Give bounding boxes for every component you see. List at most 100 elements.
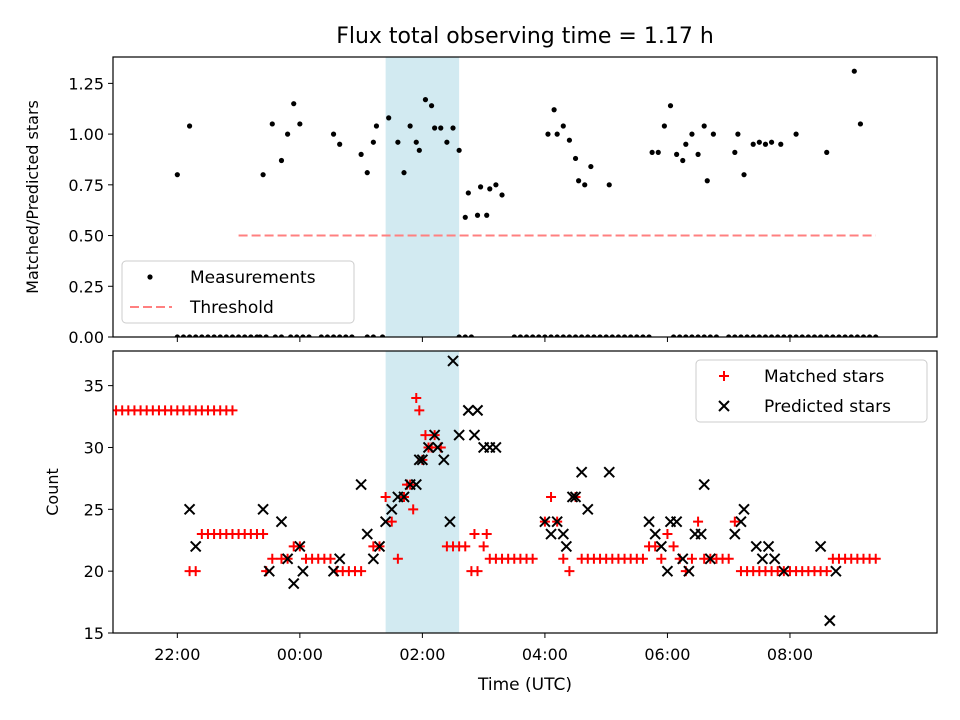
data-point xyxy=(364,334,370,337)
legend-label: Predicted stars xyxy=(764,397,891,417)
data-point xyxy=(413,139,419,145)
data-point xyxy=(848,334,854,337)
data-point xyxy=(830,334,836,337)
data-point xyxy=(689,131,695,137)
data-point xyxy=(867,334,873,337)
data-point xyxy=(367,553,380,565)
data-point xyxy=(511,334,517,337)
data-point xyxy=(205,334,211,337)
data-point xyxy=(572,155,579,162)
legend-label: Threshold xyxy=(189,298,274,318)
data-point xyxy=(297,565,309,577)
data-point xyxy=(723,553,734,564)
data-point xyxy=(566,137,573,143)
data-point xyxy=(683,565,695,577)
data-point xyxy=(260,172,266,178)
data-point xyxy=(564,566,575,577)
data-point xyxy=(349,334,355,337)
data-point xyxy=(579,334,585,337)
y-tick-label: 20 xyxy=(84,562,104,581)
data-point xyxy=(193,334,199,337)
y-tick-label: 30 xyxy=(84,438,104,457)
data-point xyxy=(330,334,337,337)
data-point xyxy=(465,190,471,196)
data-point xyxy=(778,141,784,147)
data-point xyxy=(670,515,683,528)
data-point xyxy=(560,123,566,129)
data-point xyxy=(787,334,793,337)
data-point xyxy=(330,131,337,137)
ratio-panel: 0.00 0.25 0.50 0.75 1.00 1.25 Matched/Predicte… xyxy=(23,56,938,347)
data-point xyxy=(695,151,701,157)
data-point xyxy=(471,404,484,417)
data-point xyxy=(413,454,426,466)
plot-frame xyxy=(112,350,938,634)
legend-label: Matched stars xyxy=(764,367,884,387)
data-point xyxy=(661,565,674,577)
data-point xyxy=(732,149,738,155)
data-point xyxy=(689,334,695,337)
data-point xyxy=(420,430,431,441)
data-point xyxy=(523,334,530,337)
data-point xyxy=(174,172,180,178)
data-point xyxy=(873,334,879,337)
data-point xyxy=(805,334,811,337)
y-tick-label: 25 xyxy=(84,500,104,519)
data-point xyxy=(211,334,217,337)
data-point xyxy=(628,334,634,337)
data-point xyxy=(655,540,668,553)
data-point xyxy=(453,429,465,441)
data-point xyxy=(793,131,799,137)
data-point xyxy=(356,566,367,577)
data-point xyxy=(811,334,818,337)
data-point xyxy=(373,540,386,553)
data-point xyxy=(269,121,275,127)
legend-label: Measurements xyxy=(190,268,316,288)
data-point xyxy=(493,182,499,188)
data-point xyxy=(686,553,697,564)
x-tick-label: 22:00 xyxy=(154,645,200,664)
data-point xyxy=(428,429,441,441)
data-point xyxy=(606,182,612,188)
plot-area xyxy=(113,355,881,627)
data-point xyxy=(667,103,674,109)
data-point xyxy=(768,139,775,145)
data-point xyxy=(186,334,193,337)
data-point xyxy=(242,334,248,337)
data-point xyxy=(545,131,551,137)
data-point xyxy=(857,121,864,127)
data-point xyxy=(447,355,459,367)
data-point xyxy=(735,515,747,528)
data-point xyxy=(701,123,707,129)
data-point xyxy=(306,334,312,337)
data-point xyxy=(174,334,180,337)
data-point xyxy=(557,528,569,540)
data-point xyxy=(554,334,560,337)
data-point xyxy=(325,553,336,564)
data-point xyxy=(603,334,609,337)
data-point xyxy=(738,503,750,516)
data-point xyxy=(223,334,229,337)
data-point xyxy=(560,540,573,553)
data-point xyxy=(824,614,836,627)
data-point xyxy=(539,515,551,528)
data-point xyxy=(744,334,750,337)
data-point xyxy=(318,334,324,337)
data-point xyxy=(637,553,648,564)
highlight-band xyxy=(385,351,460,633)
data-point xyxy=(854,334,860,337)
data-point xyxy=(677,334,683,337)
data-point xyxy=(358,151,364,157)
data-point xyxy=(655,149,661,155)
data-point xyxy=(278,334,285,337)
data-point xyxy=(275,515,288,528)
data-point xyxy=(566,491,579,503)
data-point xyxy=(680,157,686,164)
y-tick-label: 1.00 xyxy=(68,125,104,144)
data-point xyxy=(735,131,741,137)
data-point xyxy=(386,115,392,121)
data-point xyxy=(386,516,397,527)
data-point xyxy=(217,334,223,337)
data-point xyxy=(180,334,187,337)
series-measurements xyxy=(174,68,879,337)
